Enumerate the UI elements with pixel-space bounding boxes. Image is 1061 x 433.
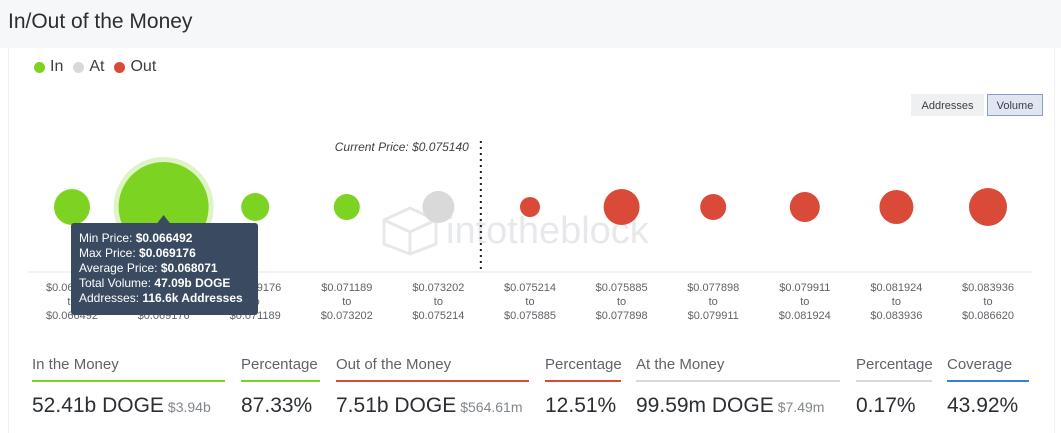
stat-out-percentage: Percentage 12.51%	[545, 356, 622, 418]
tick-label-to-word: to	[525, 296, 534, 308]
stat-sub-value: $7.49m	[777, 399, 825, 415]
page-title: In/Out of the Money	[8, 10, 193, 33]
stat-value: 87.33%	[241, 394, 313, 417]
tooltip-addr-label: Addresses:	[79, 291, 140, 305]
tick-label-to-word: to	[709, 296, 718, 308]
tick-label-from: $0.081924	[870, 282, 922, 294]
stat-value: 43.92%	[947, 394, 1019, 417]
stat-main-value: 99.59m DOGE	[636, 394, 774, 417]
tick-label-to: $0.073202	[321, 310, 373, 322]
stat-value: 12.51%	[545, 394, 617, 417]
legend-in-label: In	[50, 58, 64, 75]
stat-in-the-money: In the Money 52.41b DOGE $3.94b	[32, 356, 225, 418]
tick-label-to: $0.075214	[412, 310, 464, 322]
stat-bar	[947, 380, 1029, 382]
bubble-out[interactable]	[879, 190, 914, 224]
bubble-out[interactable]	[603, 189, 640, 225]
stat-bar	[336, 380, 529, 382]
tick-label-to-word: to	[800, 296, 809, 308]
stat-main-value: 7.51b DOGE	[336, 394, 457, 417]
tooltip-vol-label: Total Volume:	[79, 276, 152, 290]
legend-in-dot	[34, 61, 45, 73]
current-price-label: Current Price: $0.075140	[335, 140, 469, 154]
stat-sub-value: $564.61m	[460, 399, 523, 415]
tick-label-to: $0.086620	[962, 310, 1014, 322]
tick-label-to: $0.075885	[504, 310, 556, 322]
tick-label-to: $0.079911	[688, 310, 739, 322]
stat-label: In the Money	[32, 356, 119, 373]
tick-label-from: $0.071189	[321, 282, 372, 294]
chart-legend: In At Out	[34, 58, 156, 76]
stat-label: At the Money	[636, 356, 725, 373]
stat-sub-value: $3.94b	[167, 399, 211, 415]
stat-value: 0.17%	[856, 394, 916, 417]
bubble-out[interactable]	[520, 197, 540, 217]
tick-label-to-word: to	[434, 296, 443, 308]
legend-item-out[interactable]: Out	[114, 58, 156, 76]
legend-item-in[interactable]: In	[34, 58, 63, 76]
legend-out-dot	[114, 61, 126, 73]
header-bar: In/Out of the Money	[0, 0, 1061, 48]
tooltip-max-value: $0.069176	[139, 246, 196, 260]
legend-out-label: Out	[130, 58, 157, 75]
tick-label-from: $0.077898	[687, 282, 739, 294]
stat-value: 99.59m DOGE $7.49m	[636, 394, 840, 418]
tick-label-to-word: to	[983, 296, 992, 308]
tooltip-avg-label: Average Price:	[79, 261, 158, 275]
tick-label-from: $0.075885	[596, 282, 648, 294]
tick-label-from: $0.079911	[779, 282, 830, 294]
tick-label-to: $0.083936	[870, 310, 922, 322]
stat-label: Coverage	[947, 356, 1013, 373]
tooltip-min-value: $0.066492	[135, 231, 193, 245]
stat-out-of-the-money: Out of the Money 7.51b DOGE $564.61m	[336, 356, 529, 418]
tick-label-from: $0.073202	[412, 282, 464, 294]
bubble-in[interactable]	[241, 193, 270, 221]
stat-at-the-money: At the Money 99.59m DOGE $7.49m	[636, 356, 840, 418]
stat-bar	[241, 380, 320, 382]
stat-label: Out of the Money	[336, 356, 452, 373]
tick-label-to-word: to	[617, 296, 626, 308]
tooltip-pointer	[156, 215, 171, 224]
tooltip-addr-value: 116.6k Addresses	[142, 291, 243, 305]
stat-label: Percentage	[856, 356, 933, 373]
tick-label-from: $0.075214	[504, 282, 556, 294]
bubble-out[interactable]	[789, 192, 820, 222]
stat-bar	[856, 380, 932, 382]
tooltip-avg-value: $0.068071	[160, 261, 218, 275]
stat-label: Percentage	[241, 356, 318, 373]
bubble-out[interactable]	[700, 194, 727, 220]
volume-toggle-button[interactable]: Volume	[987, 94, 1043, 116]
stat-bar	[32, 380, 225, 382]
tooltip-min-label: Min Price:	[79, 231, 133, 245]
legend-at-dot	[73, 61, 85, 73]
tick-label-to-word: to	[342, 296, 351, 308]
tooltip-vol-value: 47.09b DOGE	[154, 276, 231, 290]
tick-label-to: $0.077898	[596, 310, 648, 322]
stat-main-value: 52.41b DOGE	[32, 394, 164, 417]
stat-label: Percentage	[545, 356, 622, 373]
tooltip-max-label: Max Price:	[79, 246, 136, 260]
tick-label-to-word: to	[892, 296, 901, 308]
stat-coverage: Coverage 43.92%	[947, 356, 1029, 418]
stat-at-percentage: Percentage 0.17%	[856, 356, 933, 418]
bubble-in[interactable]	[54, 189, 90, 225]
addresses-toggle-button[interactable]: Addresses	[911, 94, 984, 116]
tick-label-to: $0.081924	[779, 310, 831, 322]
bubble-in[interactable]	[333, 194, 360, 220]
stat-bar	[636, 380, 840, 382]
bubble-at[interactable]	[422, 191, 455, 223]
stat-bar	[545, 380, 621, 382]
stat-value: 52.41b DOGE $3.94b	[32, 394, 225, 418]
legend-item-at[interactable]: At	[73, 58, 104, 76]
tick-label-from: $0.083936	[962, 282, 1014, 294]
legend-at-label: At	[89, 58, 105, 75]
stat-value: 7.51b DOGE $564.61m	[336, 394, 529, 418]
bubble-out[interactable]	[969, 188, 1007, 226]
bin-tooltip: Min Price: $0.066492 Max Price: $0.06917…	[71, 223, 258, 315]
stat-in-percentage: Percentage 87.33%	[241, 356, 320, 418]
